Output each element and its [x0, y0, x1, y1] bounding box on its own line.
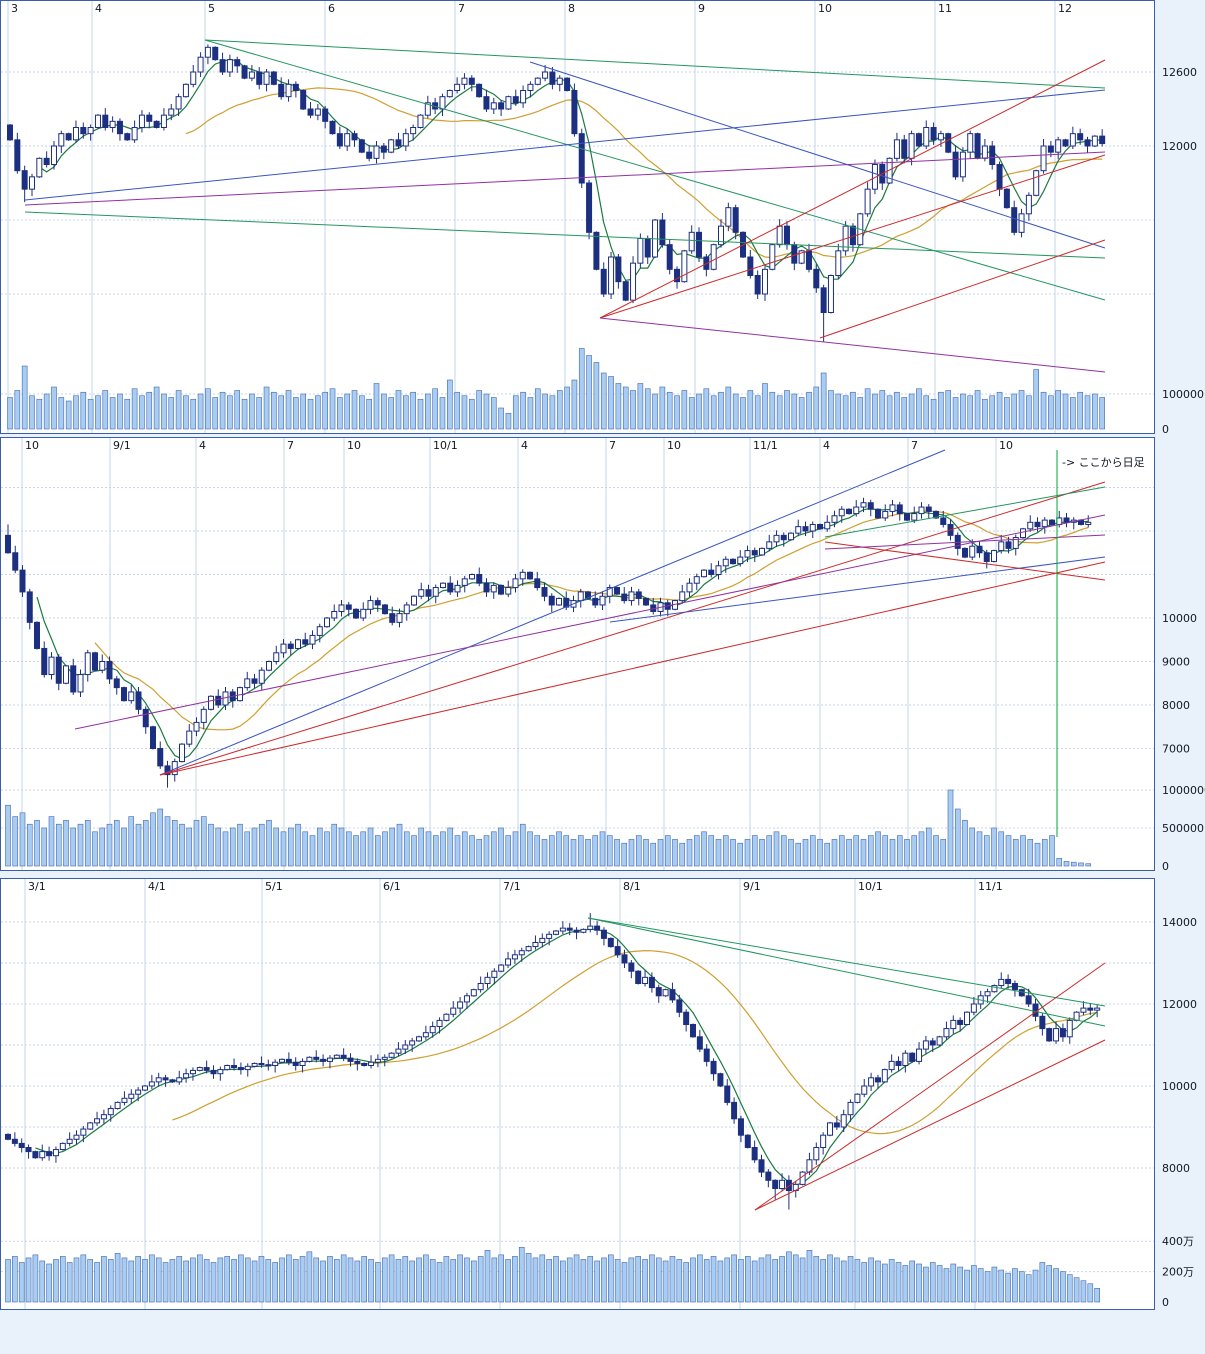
x-axis-label: 10 [667, 439, 681, 452]
price-axis-label: 8000 [1162, 1162, 1190, 1175]
volume-axis-label: 0 [1162, 423, 1169, 434]
x-axis-label: 10/1 [858, 880, 883, 893]
chart-panel-daily-recent: 3 4 5 6 7 8 9 10 11 12 12600 12000 100000 0 [0, 0, 1205, 434]
price-axis-label: 10000 [1162, 612, 1197, 625]
gridlines [1, 879, 1154, 1309]
plot-area [0, 0, 1155, 434]
volume-axis-label: 200万 [1162, 1266, 1194, 1279]
x-axis-label: 4 [823, 439, 830, 452]
x-axis-label: 9/1 [743, 880, 761, 893]
x-axis-label: 3/1 [28, 880, 46, 893]
price-axis-label: 12600 [1162, 66, 1197, 79]
x-axis-label: 4 [521, 439, 528, 452]
candles [5, 913, 1101, 1210]
x-axis-label: 12 [1058, 2, 1072, 15]
trend-lines [587, 917, 1106, 1211]
chart-panel-weekly: 10 9/1 4 7 10 10/1 4 7 10 11/1 4 7 10 10000 9000 8000 70… [0, 437, 1205, 871]
x-axis-label: 10 [818, 2, 832, 15]
x-axis-label: 7 [287, 439, 294, 452]
candles [5, 497, 1092, 788]
volume-axis-label: 400万 [1162, 1235, 1194, 1248]
axis-labels: 3 4 5 6 7 8 9 10 11 12 12600 12000 100000 0 [11, 2, 1204, 434]
daily-chart-prior-year-svg: 3/1 4/1 5/1 6/1 7/1 8/1 9/1 10/1 11/1 14000 12000 1… [0, 878, 1197, 1310]
x-axis-label: 4 [95, 2, 102, 15]
price-axis-label: 8000 [1162, 699, 1190, 712]
x-axis-label: 5/1 [265, 880, 283, 893]
volume-axis-label: 0 [1162, 1296, 1169, 1309]
gridlines [1, 438, 1154, 870]
x-axis-label: 10 [999, 439, 1013, 452]
x-axis-label: 11 [938, 2, 952, 15]
x-axis-label: 8/1 [623, 880, 641, 893]
volume-axis-label: 500000 [1162, 822, 1204, 835]
price-axis-label: 12000 [1162, 998, 1197, 1011]
x-axis-label: 5 [208, 2, 215, 15]
price-axis-label: 12000 [1162, 140, 1197, 153]
x-axis-label: 8 [568, 2, 575, 15]
price-axis-label: 14000 [1162, 916, 1197, 929]
x-axis-label: 7 [458, 2, 465, 15]
trend-lines [24, 39, 1106, 373]
price-axis-label: 7000 [1162, 743, 1190, 756]
x-axis-label: 10 [25, 439, 39, 452]
x-axis-label: 10/1 [433, 439, 458, 452]
x-axis-label: 3 [11, 2, 18, 15]
daily-chart-recent-svg: 3 4 5 6 7 8 9 10 11 12 12600 12000 100000 0 [0, 0, 1204, 434]
x-axis-label: 6/1 [383, 880, 401, 893]
x-axis-label: 4 [199, 439, 206, 452]
x-axis-label: 6 [328, 2, 335, 15]
x-axis-label: 4/1 [148, 880, 166, 893]
multi-timeframe-chart-page: 3 4 5 6 7 8 9 10 11 12 12600 12000 100000 0 10 9/1 4 7 10… [0, 0, 1205, 1310]
weekly-chart-svg: 10 9/1 4 7 10 10/1 4 7 10 11/1 4 7 10 10000 9000 8000 70… [0, 437, 1205, 871]
x-axis-label: 9/1 [113, 439, 131, 452]
plot-area [0, 878, 1155, 1310]
x-axis-label: 10 [347, 439, 361, 452]
x-axis-label: 7/1 [503, 880, 521, 893]
chart-panel-daily-prior-year: 3/1 4/1 5/1 6/1 7/1 8/1 9/1 10/1 11/1 14000 12000 1… [0, 878, 1205, 1310]
x-axis-label: 9 [698, 2, 705, 15]
trend-lines [74, 449, 1106, 776]
axis-labels: 10 9/1 4 7 10 10/1 4 7 10 11/1 4 7 10 10000 9000 8000 70… [25, 439, 1205, 871]
price-axis-label: 10000 [1162, 1080, 1197, 1093]
x-axis-label: 7 [609, 439, 616, 452]
axis-labels: 3/1 4/1 5/1 6/1 7/1 8/1 9/1 10/1 11/1 14000 12000 1… [28, 880, 1197, 1309]
x-axis-label: 11/1 [978, 880, 1003, 893]
volume-bars [7, 348, 1105, 430]
x-axis-label: 11/1 [753, 439, 778, 452]
plot-area [0, 437, 1155, 871]
volume-bars [5, 1246, 1100, 1303]
timeframe-marker-note: -> ここから日足 [1062, 456, 1145, 469]
volume-bars [5, 789, 1092, 867]
x-axis-label: 7 [911, 439, 918, 452]
price-axis-label: 9000 [1162, 656, 1190, 669]
volume-axis-label: 0 [1162, 860, 1169, 871]
volume-axis-label: 100000 [1162, 388, 1204, 401]
